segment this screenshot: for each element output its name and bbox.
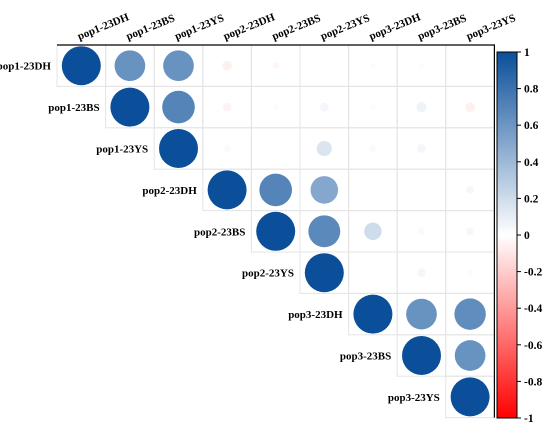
corr-circle-pop2-23DH-pop2-23DH: [207, 170, 247, 210]
colorbar-tick-label: -0.4: [524, 303, 542, 315]
row-label: pop3-23DH: [288, 309, 343, 321]
column-label: pop1-23DH: [76, 11, 131, 43]
column-label: pop2-23YS: [319, 12, 372, 43]
corr-circle-pop1-23BS-pop3-23DH: [370, 104, 376, 110]
corr-circle-pop1-23DH-pop3-23BS: [418, 62, 425, 69]
row-labels: pop1-23DH pop1-23BS pop1-23YS pop2-23DH pop2…: [0, 61, 440, 404]
plot-border: [57, 44, 495, 418]
corr-circle-pop3-23YS-pop3-23YS: [450, 377, 490, 417]
corr-circle-pop3-23DH-pop3-23DH: [353, 294, 393, 334]
colorbar-tick-label: 0.8: [524, 84, 539, 96]
row-label: pop3-23YS: [388, 392, 440, 404]
row-label: pop2-23DH: [142, 185, 197, 197]
column-labels: pop1-23DHpop1-23BSpop1-23YSpop2-23DHpop2…: [76, 11, 517, 43]
corr-circle-pop2-23BS-pop2-23BS: [256, 211, 296, 251]
colorbar-tick-label: 0.2: [524, 193, 539, 205]
correlation-circles: [61, 46, 490, 417]
colorbar-tick-label: 0.6: [524, 120, 539, 132]
grid-cell: [445, 127, 495, 170]
corr-circle-pop3-23BS-pop3-23BS: [402, 336, 441, 375]
grid-cell: [299, 44, 350, 87]
column-label: pop3-23BS: [416, 12, 468, 42]
column-label: pop1-23BS: [125, 12, 177, 42]
corr-circle-pop2-23BS-pop2-23YS: [308, 215, 341, 248]
row-label: pop2-23BS: [194, 226, 245, 238]
column-label: pop3-23DH: [368, 11, 423, 43]
corr-circle-pop1-23BS-pop3-23BS: [416, 101, 427, 113]
row-label: pop1-23DH: [0, 61, 51, 73]
colorbar-tick-label: 0.4: [524, 157, 539, 169]
corr-circle-pop1-23BS-pop3-23YS: [465, 102, 475, 112]
grid-cell: [445, 44, 495, 87]
corr-circle-pop1-23DH-pop1-23DH: [61, 46, 101, 86]
colorbar-tick-label: -0.2: [524, 267, 542, 279]
corr-circle-pop2-23BS-pop3-23YS: [466, 227, 474, 236]
corr-circle-pop2-23BS-pop3-23DH: [364, 222, 382, 241]
column-label: pop2-23BS: [270, 12, 322, 42]
colorbar-tick-label: -1: [524, 413, 534, 425]
corr-circle-pop1-23YS-pop3-23BS: [417, 144, 426, 153]
corr-circle-pop1-23YS-pop1-23YS: [159, 129, 198, 168]
corr-circle-pop2-23BS-pop3-23BS: [418, 227, 425, 235]
corr-circle-pop1-23YS-pop3-23DH: [369, 145, 377, 152]
corr-circle-pop3-23BS-pop3-23YS: [454, 340, 486, 371]
colorbar-tick-label: -0.6: [524, 340, 542, 352]
colorbar-tick-label: -0.8: [524, 376, 542, 388]
corr-circle-pop1-23BS-pop2-23DH: [222, 102, 232, 112]
column-label: pop1-23YS: [173, 12, 226, 43]
corr-circle-pop2-23YS-pop3-23BS: [417, 268, 426, 278]
corr-circle-pop2-23DH-pop3-23YS: [466, 186, 474, 194]
corr-circle-pop1-23YS-pop2-23DH: [223, 145, 231, 152]
row-label: pop3-23BS: [340, 351, 391, 363]
corr-circle-pop1-23BS-pop2-23BS: [272, 104, 279, 110]
column-label: pop2-23DH: [222, 11, 277, 43]
corr-circle-pop3-23DH-pop3-23BS: [406, 298, 437, 330]
grid-cell: [250, 127, 301, 170]
colorbar-tick-label: 1: [524, 47, 530, 59]
corr-circle-pop2-23DH-pop2-23BS: [259, 173, 293, 207]
row-label: pop2-23YS: [242, 268, 294, 280]
grid-cell: [348, 251, 398, 294]
grid-cell: [396, 168, 447, 212]
corr-circle-pop1-23YS-pop2-23YS: [316, 140, 332, 157]
corr-circle-pop2-23YS-pop2-23YS: [304, 253, 344, 293]
colorbar-gradient: [496, 51, 518, 419]
corr-circle-pop3-23DH-pop3-23YS: [454, 298, 486, 330]
corr-circle-pop1-23DH-pop2-23DH: [222, 60, 232, 71]
corr-circle-pop1-23DH-pop1-23BS: [114, 50, 146, 82]
row-label: pop1-23BS: [48, 102, 99, 114]
corr-circle-pop1-23BS-pop1-23YS: [162, 90, 195, 124]
colorbar-tick-label: 0: [524, 230, 530, 242]
corr-circle-pop1-23DH-pop1-23YS: [163, 50, 194, 82]
corr-circle-pop1-23DH-pop3-23DH: [370, 62, 376, 69]
column-label: pop3-23YS: [465, 12, 518, 43]
colorbar: 1 0.8 0.6 0.4 0.2 0 -0.2 -0.4 -0.6 -0.8 -1: [496, 47, 542, 425]
corr-circle-pop2-23DH-pop2-23YS: [310, 176, 339, 204]
corr-circle-pop1-23DH-pop2-23BS: [272, 62, 280, 70]
corr-circle-pop1-23BS-pop1-23BS: [110, 87, 150, 127]
corr-circle-pop1-23BS-pop2-23YS: [319, 102, 329, 112]
grid-cell: [348, 168, 398, 212]
corr-circle-pop2-23YS-pop3-23YS: [467, 269, 473, 276]
grid-cells: [56, 44, 495, 419]
row-label: pop1-23YS: [96, 144, 148, 156]
